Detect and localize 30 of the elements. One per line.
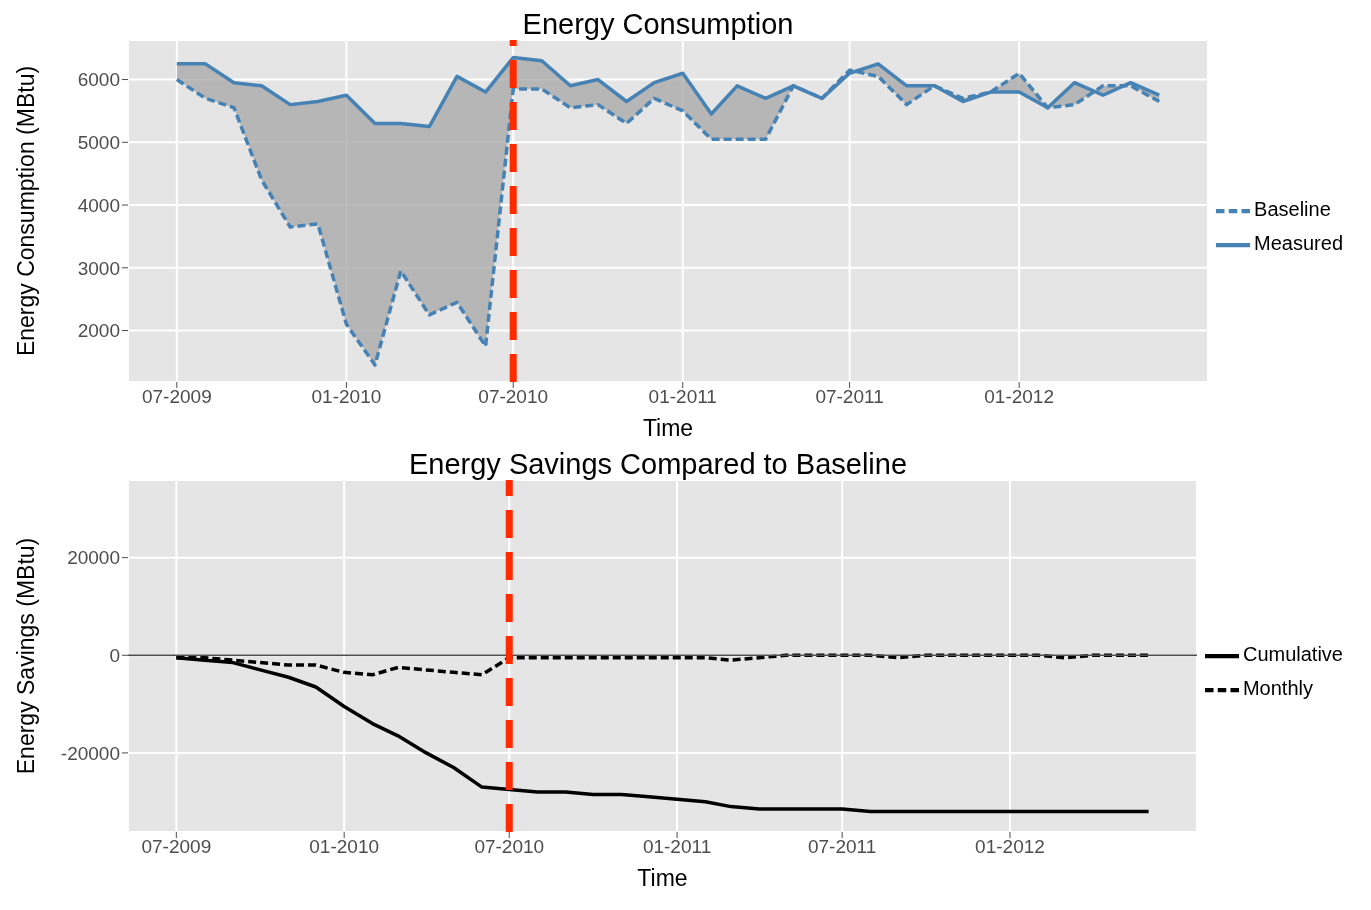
x-tick-label: 07-2009	[141, 836, 212, 858]
x-tick-label: 01-2010	[311, 386, 382, 408]
y-axis-title: Energy Consumption (MBtu)	[13, 65, 40, 357]
x-tick-label: 07-2010	[478, 386, 549, 408]
y-tick-label: 3000	[77, 257, 120, 279]
y-axis-title: Energy Savings (MBtu)	[13, 537, 40, 775]
y-tick-label: 2000	[77, 320, 120, 342]
chart-title: Energy Savings Compared to Baseline	[407, 448, 909, 481]
legend-label: Cumulative	[1242, 643, 1343, 666]
x-axis-title: Time	[637, 865, 688, 891]
x-tick-label: 01-2010	[309, 836, 380, 858]
y-tick-label: -20000	[60, 742, 120, 764]
x-tick-label: 01-2012	[975, 836, 1045, 858]
y-tick-label: 6000	[77, 69, 120, 91]
x-axis-title: Time	[642, 415, 694, 441]
x-tick-label: 01-2011	[648, 386, 717, 408]
x-tick-label: 01-2011	[642, 836, 712, 858]
legend-label: Baseline	[1254, 198, 1331, 221]
legend-label: Measured	[1254, 232, 1343, 255]
x-tick-label: 01-2012	[984, 386, 1055, 408]
x-tick-label: 07-2010	[474, 836, 545, 858]
legend-label: Monthly	[1242, 677, 1313, 700]
chart-title: Energy Consumption	[521, 8, 795, 41]
x-tick-label: 07-2011	[807, 836, 877, 858]
y-tick-label: 20000	[67, 547, 120, 569]
x-tick-label: 07-2009	[141, 386, 212, 408]
y-tick-label: 5000	[77, 132, 120, 154]
y-tick-label: 4000	[77, 194, 120, 216]
y-tick-label: 0	[109, 645, 120, 667]
x-tick-label: 07-2011	[815, 386, 884, 408]
